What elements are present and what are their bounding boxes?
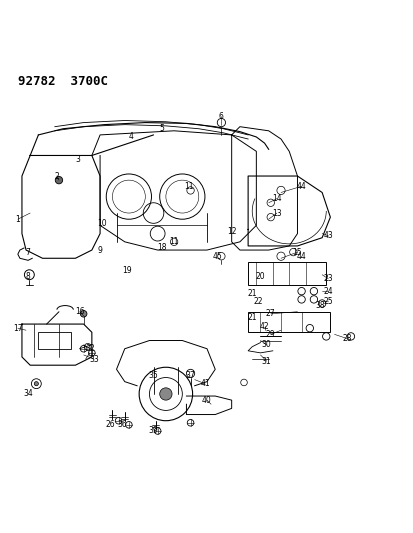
Bar <box>38 332 71 349</box>
Text: 28: 28 <box>341 334 351 343</box>
Text: 21: 21 <box>247 313 256 322</box>
Bar <box>247 312 330 332</box>
Text: 22: 22 <box>253 297 263 306</box>
Text: 34: 34 <box>23 390 33 399</box>
Text: 13: 13 <box>271 208 281 217</box>
Text: 37: 37 <box>185 371 195 380</box>
Text: 17: 17 <box>13 324 23 333</box>
Text: 41: 41 <box>199 379 209 388</box>
Text: 5: 5 <box>159 124 164 133</box>
Text: 7: 7 <box>26 248 31 256</box>
Text: 24: 24 <box>323 287 332 296</box>
Text: 44: 44 <box>296 182 306 191</box>
Text: 23: 23 <box>323 274 332 284</box>
Text: 21: 21 <box>247 289 256 298</box>
Text: 35: 35 <box>148 371 158 380</box>
Text: 44: 44 <box>296 252 306 261</box>
Text: 3: 3 <box>75 155 80 164</box>
Text: 36: 36 <box>118 421 127 429</box>
Text: 32: 32 <box>85 344 95 353</box>
Text: 27: 27 <box>265 309 275 318</box>
Circle shape <box>34 382 38 386</box>
Text: 11: 11 <box>169 237 178 246</box>
Text: 30: 30 <box>261 340 271 349</box>
Text: 14: 14 <box>271 194 281 203</box>
Text: 12: 12 <box>226 227 236 236</box>
Text: 2: 2 <box>55 172 59 181</box>
Text: 1: 1 <box>15 215 20 224</box>
Text: 16: 16 <box>74 307 84 316</box>
Bar <box>247 262 325 285</box>
Text: 92782  3700C: 92782 3700C <box>18 75 107 88</box>
Circle shape <box>55 176 62 184</box>
Text: 15: 15 <box>292 248 301 256</box>
Text: 20: 20 <box>255 272 265 281</box>
Text: 42: 42 <box>259 321 269 330</box>
Text: 8: 8 <box>26 272 31 281</box>
Text: 31: 31 <box>261 357 271 366</box>
Text: 33: 33 <box>89 354 99 364</box>
Text: 39: 39 <box>148 426 158 435</box>
Text: 45: 45 <box>212 252 222 261</box>
Text: 19: 19 <box>122 266 131 275</box>
Text: 43: 43 <box>323 231 332 240</box>
Text: 10: 10 <box>97 219 107 228</box>
Text: 18: 18 <box>157 244 166 253</box>
Text: 25: 25 <box>323 297 332 306</box>
Text: 6: 6 <box>218 112 223 121</box>
Text: 38: 38 <box>315 301 324 310</box>
Text: 29: 29 <box>265 330 275 339</box>
Circle shape <box>159 388 172 400</box>
Text: 40: 40 <box>202 395 211 405</box>
Text: 9: 9 <box>97 246 102 255</box>
Text: 26: 26 <box>105 421 115 429</box>
Circle shape <box>80 311 87 317</box>
Text: 11: 11 <box>183 182 193 191</box>
Text: 4: 4 <box>128 133 133 141</box>
